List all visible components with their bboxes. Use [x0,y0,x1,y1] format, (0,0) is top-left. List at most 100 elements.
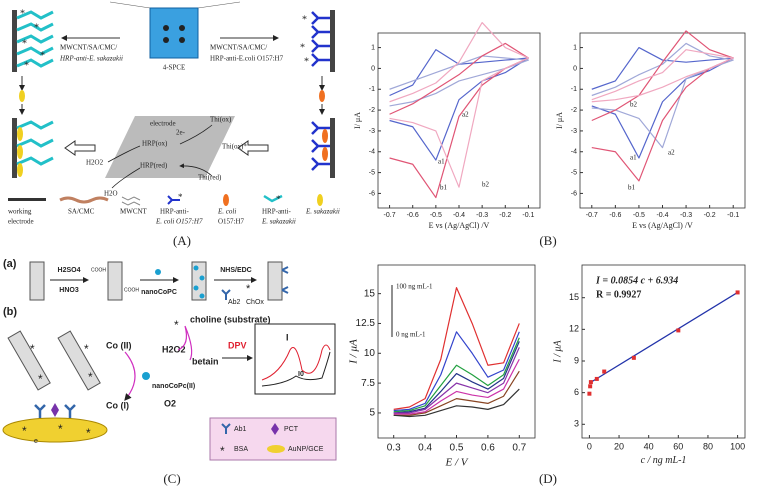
x-tick-label: -0.3 [680,212,692,219]
legend-text: MWCNT [120,208,148,216]
data-point [588,380,593,385]
y-axis-label: I/ μA [353,112,362,129]
mech-text: electrode [150,120,176,128]
svg-text:*: * [22,38,27,49]
y-tick-label: -5 [571,169,577,176]
charts: 10-1-2-3-4-5-6-0.7 -0.6 -0.5 -0.4 -0.3 -0.2 -0… [348,21,746,469]
electrode [330,10,335,72]
right-label: HRP-anti-E.coli O157:H7 [210,55,284,63]
panel-label: (A) [173,233,191,248]
mech-text: H2O2 [86,159,104,167]
svg-text:*: * [34,22,39,33]
x-tick-label: 40 [644,441,654,451]
reagent: H2SO4 [58,267,81,274]
series-line [393,331,520,412]
mech-text: Thi(red) [198,174,222,182]
series-line [389,42,530,199]
svg-text:*: * [276,194,281,204]
legend-box [209,417,337,461]
y-tick-label: 12 [569,324,579,334]
legend-text: working [8,208,32,216]
y-tick-label: 5 [369,408,375,419]
svg-text:*: * [22,424,27,438]
legend-text: PCT [284,426,299,433]
x-tick-label: -0.7 [586,212,598,219]
svg-text:*: * [58,422,63,436]
y-tick-label: 3 [574,419,579,429]
series-line [591,42,734,149]
y-tick-label: -1 [571,86,577,93]
y-axis-label: I / μA [348,339,360,365]
right-label: MWCNT/SA/CMC/ [210,44,267,52]
reagent: ChOx [246,299,264,306]
svg-text:*: * [84,342,89,356]
data-point [602,369,607,374]
y-tick-label: -4 [571,149,577,156]
mech-text: 2e- [176,129,186,137]
x-tick-label: -0.4 [453,212,465,219]
data-point [588,384,593,389]
series-line [393,388,520,418]
legend-text: Ab1 [234,426,247,433]
panel-label: (B) [539,233,556,248]
blue-antibodies [311,11,330,67]
cyan-antibodies [16,10,54,68]
annotation: 0 ng mL-1 [396,331,426,339]
x-tick-label: -0.1 [727,212,739,219]
electrode [12,10,17,72]
y-tick-label: 1 [573,44,577,51]
series-line [393,347,520,414]
electron: e [34,438,38,445]
y-tick-label: -6 [369,190,375,197]
svg-text:*: * [24,60,29,71]
data-point [631,355,636,360]
svg-text:*: * [86,426,91,440]
svg-text:*: * [304,56,309,67]
plot-frame [581,264,746,439]
data-point [587,391,592,396]
panel-a: * * * * * MWCNT/SA/CMC/ HRP-anti- E. sakazaki… [8,1,340,226]
x-tick-label: 0.3 [387,443,401,454]
cooh: COOH [91,267,106,273]
reagent: HNO3 [59,287,79,294]
y-tick-label: 0 [371,65,375,72]
x-axis-label: E / V [445,457,469,469]
series-line [389,21,530,188]
bacteria [319,90,325,102]
panel-c: (a) H2SO4 HNO3 COOH COOH nanoCoPC NHS/ED… [2,258,337,461]
y-tick-label: 6 [574,387,579,397]
x-axis-label: E vs (Ag/AgCl) /V [632,221,693,230]
series-line [591,30,734,182]
nanotube [29,261,45,301]
x-tick-label: 0.7 [512,443,526,454]
series-line [393,287,520,410]
data-point [735,290,740,295]
y-tick-label: -3 [369,128,375,135]
cooh: COOH [124,287,139,293]
reaction-text: DPV [228,340,247,350]
mech-text: HRP(red) [140,162,168,170]
data-point [594,376,599,381]
x-tick-label: -0.2 [704,212,716,219]
svg-text:*: * [300,42,305,53]
bacteria [19,90,25,102]
legend-text: electrode [8,218,34,226]
mech-text: Thi(ox)* [222,143,247,151]
annotation: R = 0.9927 [596,289,641,300]
reagent: NHS/EDC [220,267,252,274]
fit-line [589,291,738,384]
y-tick-label: 12.5 [356,318,376,329]
legend-text: E. coli O157:H7 [155,218,203,226]
reaction-text: Co (I) [106,400,129,410]
reaction-text: O2 [164,398,176,408]
legend-text: E. sakazakii [305,208,340,216]
series-line [393,341,520,414]
mech-text: Thi(ox) [210,116,232,124]
legend-text: HRP-anti- [160,208,189,216]
series-label: b1 [628,184,636,192]
reaction-text: Co (II) [106,340,132,350]
series-label: b2 [630,101,638,109]
left-label: MWCNT/SA/CMC/ [60,44,117,52]
sub-label: (a) [3,258,17,270]
